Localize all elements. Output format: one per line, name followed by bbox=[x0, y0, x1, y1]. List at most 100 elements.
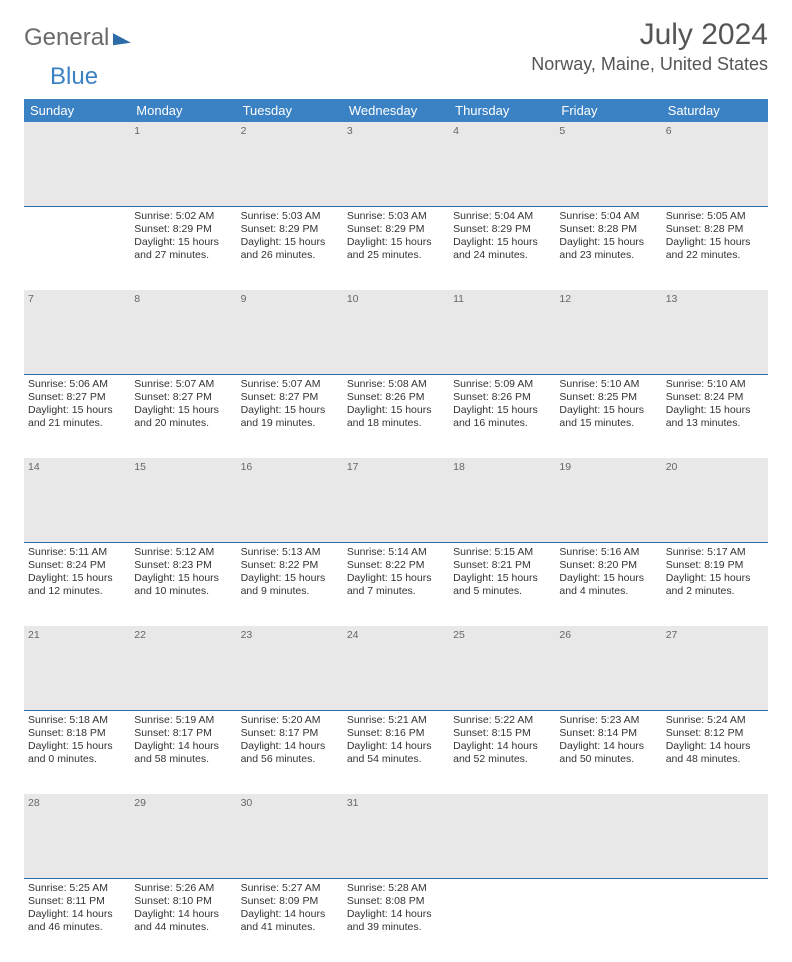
sunset-text: Sunset: 8:24 PM bbox=[28, 559, 126, 572]
day-number-cell: 3 bbox=[343, 122, 449, 206]
day-cell: Sunrise: 5:07 AMSunset: 8:27 PMDaylight:… bbox=[130, 374, 236, 458]
sunset-text: Sunset: 8:26 PM bbox=[453, 391, 551, 404]
sunset-text: Sunset: 8:12 PM bbox=[666, 727, 764, 740]
day1-text: Daylight: 15 hours bbox=[347, 404, 445, 417]
day1-text: Daylight: 14 hours bbox=[559, 740, 657, 753]
sunset-text: Sunset: 8:23 PM bbox=[134, 559, 232, 572]
day-number-cell: 26 bbox=[555, 626, 661, 710]
day-cell: Sunrise: 5:26 AMSunset: 8:10 PMDaylight:… bbox=[130, 878, 236, 962]
day-cell: Sunrise: 5:27 AMSunset: 8:09 PMDaylight:… bbox=[237, 878, 343, 962]
day2-text: and 23 minutes. bbox=[559, 249, 657, 262]
sunset-text: Sunset: 8:20 PM bbox=[559, 559, 657, 572]
sunrise-text: Sunrise: 5:20 AM bbox=[241, 714, 339, 727]
sunrise-text: Sunrise: 5:13 AM bbox=[241, 546, 339, 559]
day-cell: Sunrise: 5:07 AMSunset: 8:27 PMDaylight:… bbox=[237, 374, 343, 458]
day-cell: Sunrise: 5:10 AMSunset: 8:25 PMDaylight:… bbox=[555, 374, 661, 458]
day2-text: and 25 minutes. bbox=[347, 249, 445, 262]
sunset-text: Sunset: 8:29 PM bbox=[241, 223, 339, 236]
day1-text: Daylight: 14 hours bbox=[28, 908, 126, 921]
sunrise-text: Sunrise: 5:19 AM bbox=[134, 714, 232, 727]
sunset-text: Sunset: 8:16 PM bbox=[347, 727, 445, 740]
day2-text: and 50 minutes. bbox=[559, 753, 657, 766]
day1-text: Daylight: 15 hours bbox=[134, 236, 232, 249]
sunset-text: Sunset: 8:28 PM bbox=[559, 223, 657, 236]
sunset-text: Sunset: 8:22 PM bbox=[241, 559, 339, 572]
sunset-text: Sunset: 8:17 PM bbox=[134, 727, 232, 740]
day-number-cell: 25 bbox=[449, 626, 555, 710]
sunrise-text: Sunrise: 5:03 AM bbox=[241, 210, 339, 223]
day-number-row: 14151617181920 bbox=[24, 458, 768, 542]
sunrise-text: Sunrise: 5:16 AM bbox=[559, 546, 657, 559]
sunset-text: Sunset: 8:08 PM bbox=[347, 895, 445, 908]
day-number-row: 78910111213 bbox=[24, 290, 768, 374]
day2-text: and 4 minutes. bbox=[559, 585, 657, 598]
sunset-text: Sunset: 8:21 PM bbox=[453, 559, 551, 572]
week-row: Sunrise: 5:11 AMSunset: 8:24 PMDaylight:… bbox=[24, 542, 768, 626]
day-number-cell: 12 bbox=[555, 290, 661, 374]
sunrise-text: Sunrise: 5:25 AM bbox=[28, 882, 126, 895]
day-cell: Sunrise: 5:03 AMSunset: 8:29 PMDaylight:… bbox=[237, 206, 343, 290]
day-cell: Sunrise: 5:06 AMSunset: 8:27 PMDaylight:… bbox=[24, 374, 130, 458]
day-number-cell bbox=[24, 122, 130, 206]
sunrise-text: Sunrise: 5:18 AM bbox=[28, 714, 126, 727]
day-number-cell: 27 bbox=[662, 626, 768, 710]
day2-text: and 52 minutes. bbox=[453, 753, 551, 766]
day-number-cell: 22 bbox=[130, 626, 236, 710]
day-cell: Sunrise: 5:18 AMSunset: 8:18 PMDaylight:… bbox=[24, 710, 130, 794]
day-number-row: 21222324252627 bbox=[24, 626, 768, 710]
day1-text: Daylight: 15 hours bbox=[134, 572, 232, 585]
weekday-header: Wednesday bbox=[343, 99, 449, 122]
day2-text: and 48 minutes. bbox=[666, 753, 764, 766]
sunrise-text: Sunrise: 5:10 AM bbox=[666, 378, 764, 391]
day-cell bbox=[449, 878, 555, 962]
day-cell: Sunrise: 5:21 AMSunset: 8:16 PMDaylight:… bbox=[343, 710, 449, 794]
day1-text: Daylight: 14 hours bbox=[241, 908, 339, 921]
day1-text: Daylight: 15 hours bbox=[559, 236, 657, 249]
sunrise-text: Sunrise: 5:08 AM bbox=[347, 378, 445, 391]
day2-text: and 0 minutes. bbox=[28, 753, 126, 766]
sunrise-text: Sunrise: 5:04 AM bbox=[559, 210, 657, 223]
day2-text: and 7 minutes. bbox=[347, 585, 445, 598]
day-number-cell: 14 bbox=[24, 458, 130, 542]
week-row: Sunrise: 5:25 AMSunset: 8:11 PMDaylight:… bbox=[24, 878, 768, 962]
sunset-text: Sunset: 8:29 PM bbox=[134, 223, 232, 236]
brand-triangle-icon bbox=[113, 31, 131, 46]
day-number-cell: 2 bbox=[237, 122, 343, 206]
day2-text: and 26 minutes. bbox=[241, 249, 339, 262]
day-number-cell: 30 bbox=[237, 794, 343, 878]
day-number-cell: 24 bbox=[343, 626, 449, 710]
sunrise-text: Sunrise: 5:27 AM bbox=[241, 882, 339, 895]
day2-text: and 20 minutes. bbox=[134, 417, 232, 430]
day-cell: Sunrise: 5:15 AMSunset: 8:21 PMDaylight:… bbox=[449, 542, 555, 626]
day2-text: and 56 minutes. bbox=[241, 753, 339, 766]
week-row: Sunrise: 5:06 AMSunset: 8:27 PMDaylight:… bbox=[24, 374, 768, 458]
day-number-cell: 16 bbox=[237, 458, 343, 542]
brand-word-2: Blue bbox=[50, 63, 98, 91]
day-cell: Sunrise: 5:08 AMSunset: 8:26 PMDaylight:… bbox=[343, 374, 449, 458]
day-number-row: 123456 bbox=[24, 122, 768, 206]
day-number-cell: 9 bbox=[237, 290, 343, 374]
day2-text: and 41 minutes. bbox=[241, 921, 339, 934]
week-row: Sunrise: 5:18 AMSunset: 8:18 PM Daylight:… bbox=[24, 710, 768, 794]
day2-text: and 44 minutes. bbox=[134, 921, 232, 934]
day-cell: Sunrise: 5:25 AMSunset: 8:11 PMDaylight:… bbox=[24, 878, 130, 962]
day1-text: Daylight: 15 hours bbox=[453, 236, 551, 249]
day-number-cell: 4 bbox=[449, 122, 555, 206]
sunrise-text: Sunrise: 5:02 AM bbox=[134, 210, 232, 223]
day-number-cell: 10 bbox=[343, 290, 449, 374]
sunset-text: Sunset: 8:18 PM bbox=[28, 727, 126, 740]
day-number-cell: 5 bbox=[555, 122, 661, 206]
brand-logo: General bbox=[24, 18, 131, 52]
sunrise-text: Sunrise: 5:05 AM bbox=[666, 210, 764, 223]
day-number-cell: 31 bbox=[343, 794, 449, 878]
day-number-cell: 19 bbox=[555, 458, 661, 542]
sunrise-text: Sunrise: 5:10 AM bbox=[559, 378, 657, 391]
sunset-text: Sunset: 8:28 PM bbox=[666, 223, 764, 236]
day-number-cell: 28 bbox=[24, 794, 130, 878]
weekday-header: Sunday bbox=[24, 99, 130, 122]
day-cell: Sunrise: 5:14 AMSunset: 8:22 PMDaylight:… bbox=[343, 542, 449, 626]
day2-text: and 24 minutes. bbox=[453, 249, 551, 262]
day-cell: Sunrise: 5:23 AMSunset: 8:14 PMDaylight:… bbox=[555, 710, 661, 794]
day1-text: Daylight: 15 hours bbox=[28, 404, 126, 417]
sunrise-text: Sunrise: 5:07 AM bbox=[134, 378, 232, 391]
